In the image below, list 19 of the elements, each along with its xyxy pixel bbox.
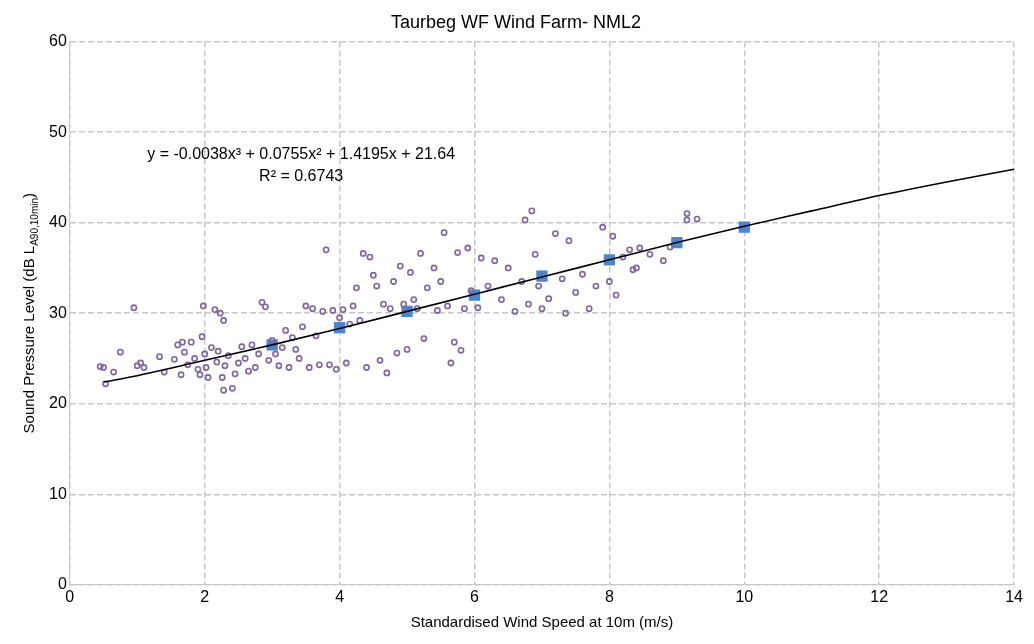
y-tick-label: 10 [49,484,67,502]
chart-title: Taurbeg WF Wind Farm- NML2 [390,11,642,32]
y-tick-label: 30 [49,303,67,321]
x-tick-label: 6 [470,587,480,605]
annotation: R² = 0.6743 [259,167,344,185]
y-tick-label: 50 [49,122,67,140]
x-tick-label: 14 [1005,587,1024,605]
annotation: y = -0.0038x³ + 0.0755x² + 1.4195x + 21.64 [147,145,456,163]
x-tick-label: 12 [870,587,889,605]
x-tick-label: 8 [604,587,614,605]
x-tick-label: 4 [335,587,345,605]
y-tick-label: 20 [49,394,67,412]
x-tick-label: 2 [200,587,210,605]
y-axis-title: Sound Pressure Level (dB LA90,10min) [20,192,40,434]
y-tick-label: 60 [49,32,67,50]
x-axis-title: Standardised Wind Speed at 10m (m/s) [410,613,674,631]
x-tick-label: 10 [735,587,754,605]
y-tick-label: 0 [57,575,67,593]
y-tick-label: 40 [49,213,67,231]
